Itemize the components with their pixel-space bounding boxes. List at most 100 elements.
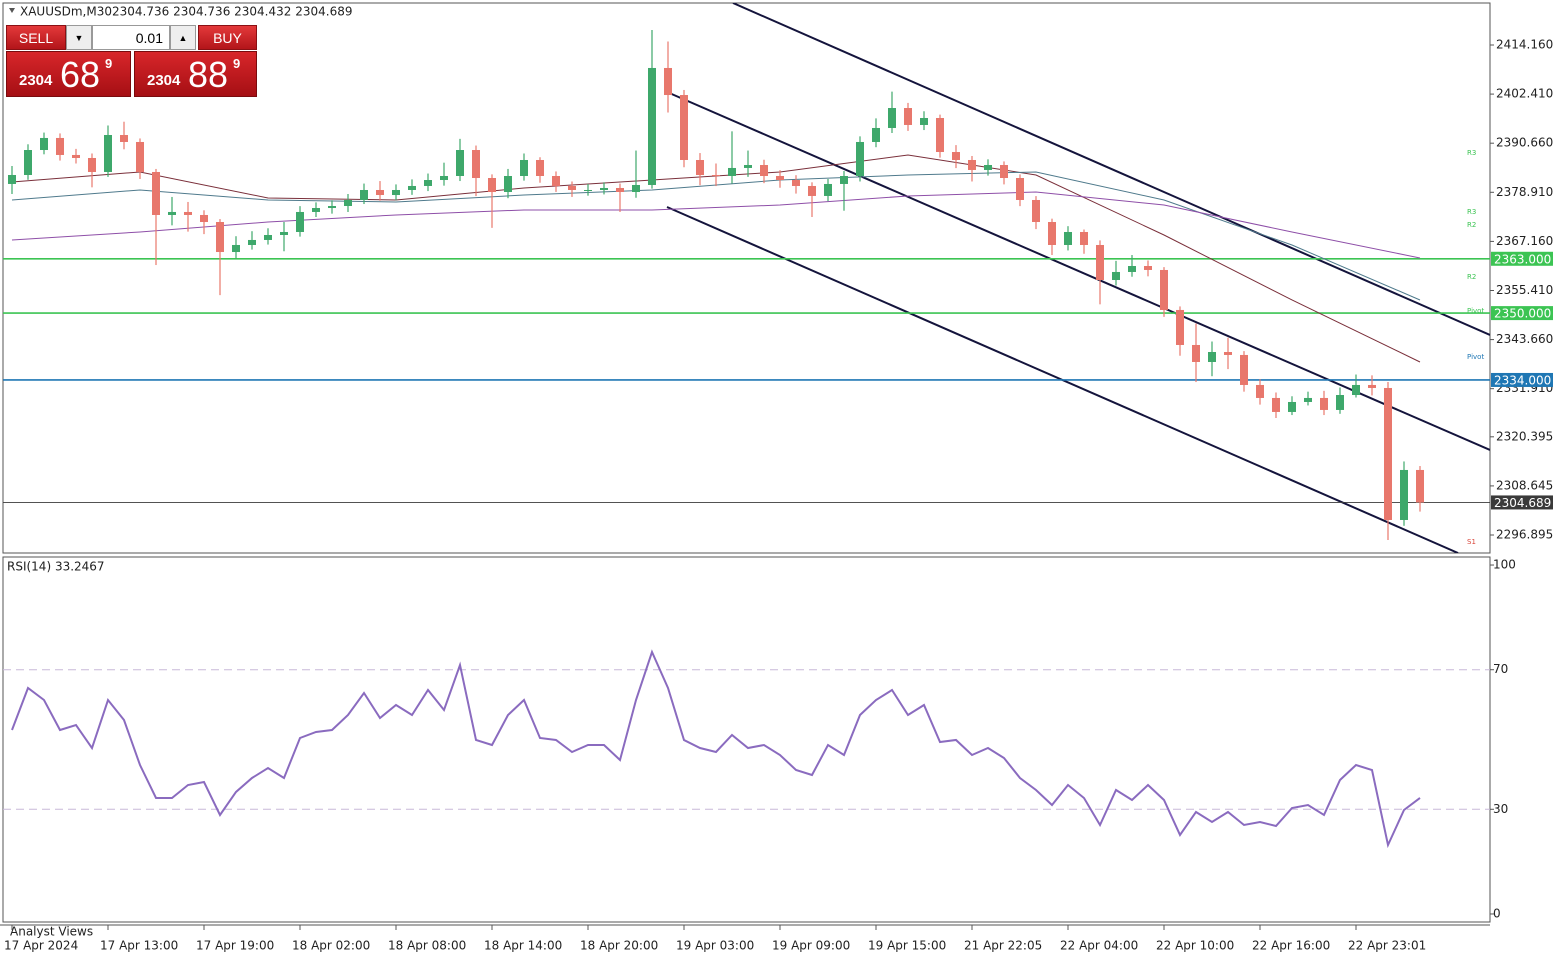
candle-body [200,214,208,223]
candle-body [712,174,720,176]
candle-body [808,185,816,196]
buy-price-main: 88 [188,54,229,95]
candle-body [184,211,192,215]
buy-price-small: 9 [233,56,241,71]
candle-body [1112,271,1120,281]
candle-body [536,159,544,176]
x-tick-label: 17 Apr 13:00 [100,939,178,953]
candle-body [216,222,224,253]
candle-body [968,159,976,170]
candle-body [472,150,480,179]
y-tick-label: 2343.660 [1496,332,1553,346]
sell-price-small: 9 [105,56,113,71]
x-tick-label: 18 Apr 02:00 [292,939,370,953]
candle-body [1368,384,1376,388]
x-tick-label: 22 Apr 10:00 [1156,939,1234,953]
candle-body [856,141,864,176]
buy-price[interactable]: 2304 88 9 [134,51,257,97]
buy-price-big: 2304 [147,72,181,89]
candle-body [1416,469,1424,503]
pivot-label: R2 [1467,273,1476,281]
x-tick-label: 22 Apr 23:01 [1348,939,1426,953]
candle-body [584,189,592,191]
candle-body [888,108,896,128]
price-level-box [1491,251,1553,266]
pivot-label: R3 [1467,208,1476,216]
candle-body [24,150,32,175]
candle-body [152,171,160,215]
price-level-label: 2334.000 [1494,373,1551,387]
rsi-tick-label: 0 [1493,906,1501,920]
candle-body [1064,231,1072,245]
candle-body [1288,401,1296,412]
price-level-box [1491,306,1553,321]
price-level-box [1491,495,1553,510]
candle-body [1400,469,1408,520]
candle-body [1032,199,1040,223]
sell-button[interactable]: SELL [6,25,66,50]
price-level-label: 2350.000 [1494,307,1551,321]
candle-body [1096,244,1104,281]
y-tick-label: 2355.410 [1496,283,1553,297]
candle-body [1192,344,1200,362]
candle-body [936,117,944,153]
pivot-label: Pivot [1467,353,1484,361]
candle-body [1240,354,1248,385]
candle-body [600,187,608,190]
candle-body [264,235,272,240]
x-tick-label: 22 Apr 04:00 [1060,939,1138,953]
y-tick-label: 2402.410 [1496,87,1553,101]
pivot-label: R2 [1467,221,1476,229]
rsi-tick-label: 100 [1493,558,1516,572]
sell-price-big: 2304 [19,72,53,89]
candle-body [56,137,64,155]
candle-body [984,165,992,170]
y-tick-label: 2378.910 [1496,185,1553,199]
candle-body [920,117,928,125]
candle-body [1304,397,1312,402]
candle-body [1272,397,1280,412]
candle-body [952,152,960,160]
buy-button[interactable]: BUY [198,25,257,50]
candle-body [1224,352,1232,355]
moving-average [11,191,1421,259]
volume-input[interactable]: 0.01 [92,25,170,50]
x-tick-label: 22 Apr 16:00 [1252,939,1330,953]
candle-body [1384,387,1392,520]
candle-body [760,165,768,176]
candle-body [632,184,640,193]
symbol: XAUUSDm,M30 [20,5,112,19]
pivot-label: S1 [1467,538,1476,546]
rsi-pane [2,556,1491,923]
x-tick-label: 17 Apr 2024 [4,939,78,953]
candle-body [104,135,112,172]
candle-body [1352,384,1360,396]
sell-price[interactable]: 2304 68 9 [6,51,131,97]
main-plot: R3 R3 R2 R2 Pivot Pivot S1 [3,3,1490,553]
candle-body [424,180,432,186]
candle-body [824,183,832,196]
volume-up[interactable]: ▲ [170,25,196,50]
candle-body [568,185,576,190]
candle-body [360,189,368,200]
candle-body [72,154,80,158]
channel [666,3,1490,553]
candle-body [840,175,848,184]
candle-body [376,189,384,196]
candle-body [1128,266,1136,272]
channel-line [732,3,1490,336]
price-level-label: 2304.689 [1494,496,1551,510]
volume-down[interactable]: ▼ [66,25,92,50]
x-tick-label: 18 Apr 20:00 [580,939,658,953]
candle-body [232,244,240,253]
y-tick-label: 2367.160 [1496,234,1553,248]
candle-body [248,239,256,245]
candle-body [680,95,688,160]
candle-body [408,185,416,190]
y-tick-label: 2320.395 [1496,429,1553,443]
rsi-title: RSI(14) 33.2467 [7,560,105,574]
x-tick-label: 19 Apr 15:00 [868,939,946,953]
candle-body [312,208,320,212]
